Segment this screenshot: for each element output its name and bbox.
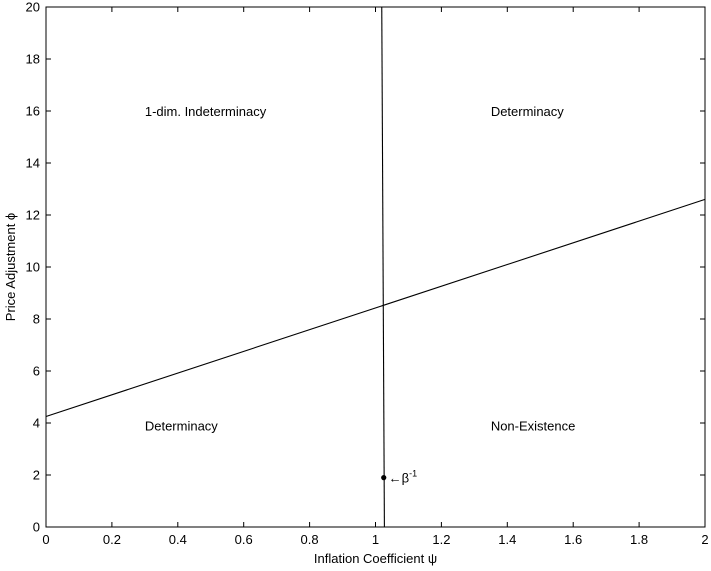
y-tick-label: 2 bbox=[33, 468, 40, 483]
series-line-1 bbox=[45, 198, 706, 418]
region-label: Determinacy bbox=[145, 419, 218, 434]
x-tick-label: 2 bbox=[701, 532, 708, 547]
y-tick-label: 8 bbox=[33, 312, 40, 327]
labels-layer: 1-dim. Indeterminacy Determinacy Determina… bbox=[145, 104, 576, 486]
x-tick-label: 1.8 bbox=[630, 532, 648, 547]
x-tick-label: 0.4 bbox=[169, 532, 187, 547]
beta-inverse-annotation: ←β-1 bbox=[389, 469, 418, 486]
y-tick-label: 4 bbox=[33, 416, 40, 431]
x-tick-label: 1.4 bbox=[498, 532, 516, 547]
y-tick-label: 20 bbox=[26, 0, 40, 15]
region-label: 1-dim. Indeterminacy bbox=[145, 104, 267, 119]
y-tick-label: 18 bbox=[26, 52, 40, 67]
y-tick-label: 10 bbox=[26, 260, 40, 275]
y-tick-label: 12 bbox=[26, 208, 40, 223]
x-axis-label: Inflation Coefficient ψ bbox=[314, 551, 437, 566]
y-tick-label: 0 bbox=[33, 520, 40, 535]
x-tick-label: 0.6 bbox=[235, 532, 253, 547]
y-tick-label: 14 bbox=[26, 156, 40, 171]
annotation-text: ←β bbox=[389, 471, 409, 486]
y-tick-label: 16 bbox=[26, 104, 40, 119]
x-tick-label: 1.6 bbox=[564, 532, 582, 547]
y-axis-label: Price Adjustment ϕ bbox=[3, 213, 18, 321]
x-tick-label: 0.8 bbox=[301, 532, 319, 547]
region-label: Determinacy bbox=[491, 104, 564, 119]
y-tick-label: 6 bbox=[33, 364, 40, 379]
region-label: Non-Existence bbox=[491, 419, 576, 434]
annotation-superscript: -1 bbox=[409, 469, 417, 479]
ticks-layer: 0 0.2 0.4 0.6 0.8 1 1.2 1.4 1.6 1.8 20246810121416… bbox=[26, 0, 709, 547]
marker-point bbox=[381, 475, 387, 481]
x-tick-label: 1.2 bbox=[432, 532, 450, 547]
x-tick-label: 0.2 bbox=[103, 532, 121, 547]
series-layer bbox=[45, 6, 706, 528]
plot-frame bbox=[45, 6, 706, 528]
series-line-2 bbox=[381, 6, 385, 528]
x-tick-label: 0 bbox=[42, 532, 49, 547]
x-tick-label: 1 bbox=[372, 532, 379, 547]
